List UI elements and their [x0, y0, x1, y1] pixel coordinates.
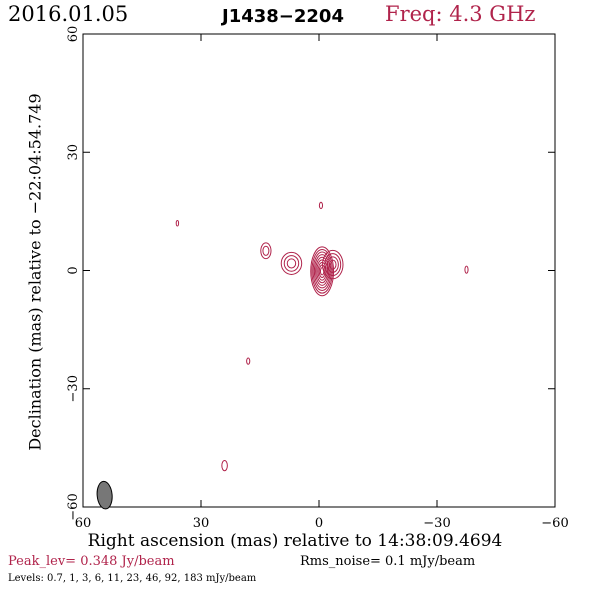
- x-tick-label: 30: [193, 516, 210, 531]
- contour-line: [318, 201, 324, 210]
- contour-line: [311, 248, 333, 294]
- contour-outer-knot: [260, 242, 272, 260]
- contour-line: [316, 259, 328, 284]
- peak-level: Peak_lev= 0.348 Jy/beam: [8, 554, 175, 569]
- contour-spot-s: [221, 459, 228, 472]
- contour-spot-nw: [175, 219, 180, 227]
- contour-line: [286, 258, 297, 269]
- contour-jet-knot: [280, 251, 303, 275]
- contour-line: [280, 251, 303, 275]
- contour-line: [464, 265, 469, 274]
- contour-line: [260, 242, 272, 260]
- contour-line: [246, 357, 251, 365]
- contour-spot-sw: [246, 357, 251, 365]
- contour-line: [322, 249, 344, 280]
- x-axis-label: Right ascension (mas) relative to 14:38:…: [87, 531, 503, 551]
- y-tick-label: −60: [66, 493, 81, 520]
- x-tick-label: 0: [315, 516, 323, 531]
- beam-shape: [96, 480, 113, 510]
- contour-line: [221, 459, 228, 472]
- x-tick-label: 60: [75, 516, 92, 531]
- contour-spot-e: [464, 265, 469, 274]
- y-tick-label: 0: [66, 266, 81, 274]
- y-tick-label: 60: [66, 26, 81, 43]
- contour-map: [175, 201, 469, 472]
- frequency-label: Freq: 4.3 GHz: [385, 2, 536, 26]
- contour-line: [315, 256, 330, 286]
- epoch-date: 2016.01.05: [8, 2, 129, 26]
- y-tick-label: 30: [66, 144, 81, 161]
- contour-line: [310, 246, 335, 297]
- contour-line: [262, 245, 270, 256]
- rms-noise: Rms_noise= 0.1 mJy/beam: [300, 554, 476, 569]
- contour-line: [312, 251, 332, 292]
- y-axis-label: Declination (mas) relative to −22:04:54.…: [25, 93, 45, 451]
- contour-line: [329, 259, 337, 270]
- contour-line: [324, 253, 342, 277]
- axis-ticks: 60 30 0 −30 −60 −60 −30 0 30 60: [66, 26, 569, 531]
- x-tick-label: −30: [423, 516, 450, 531]
- contour-line: [326, 256, 339, 273]
- contour-line: [283, 255, 300, 272]
- beam-ellipse: [96, 480, 113, 510]
- source-name: J1438−2204: [222, 6, 344, 27]
- contour-spot-n: [318, 201, 324, 210]
- contour-line: [175, 219, 180, 227]
- contour-jet-inner: [322, 249, 344, 280]
- contour-levels: Levels: 0.7, 1, 3, 6, 11, 23, 46, 92, 18…: [8, 573, 257, 584]
- x-tick-label: −60: [541, 516, 568, 531]
- y-tick-label: −30: [66, 375, 81, 402]
